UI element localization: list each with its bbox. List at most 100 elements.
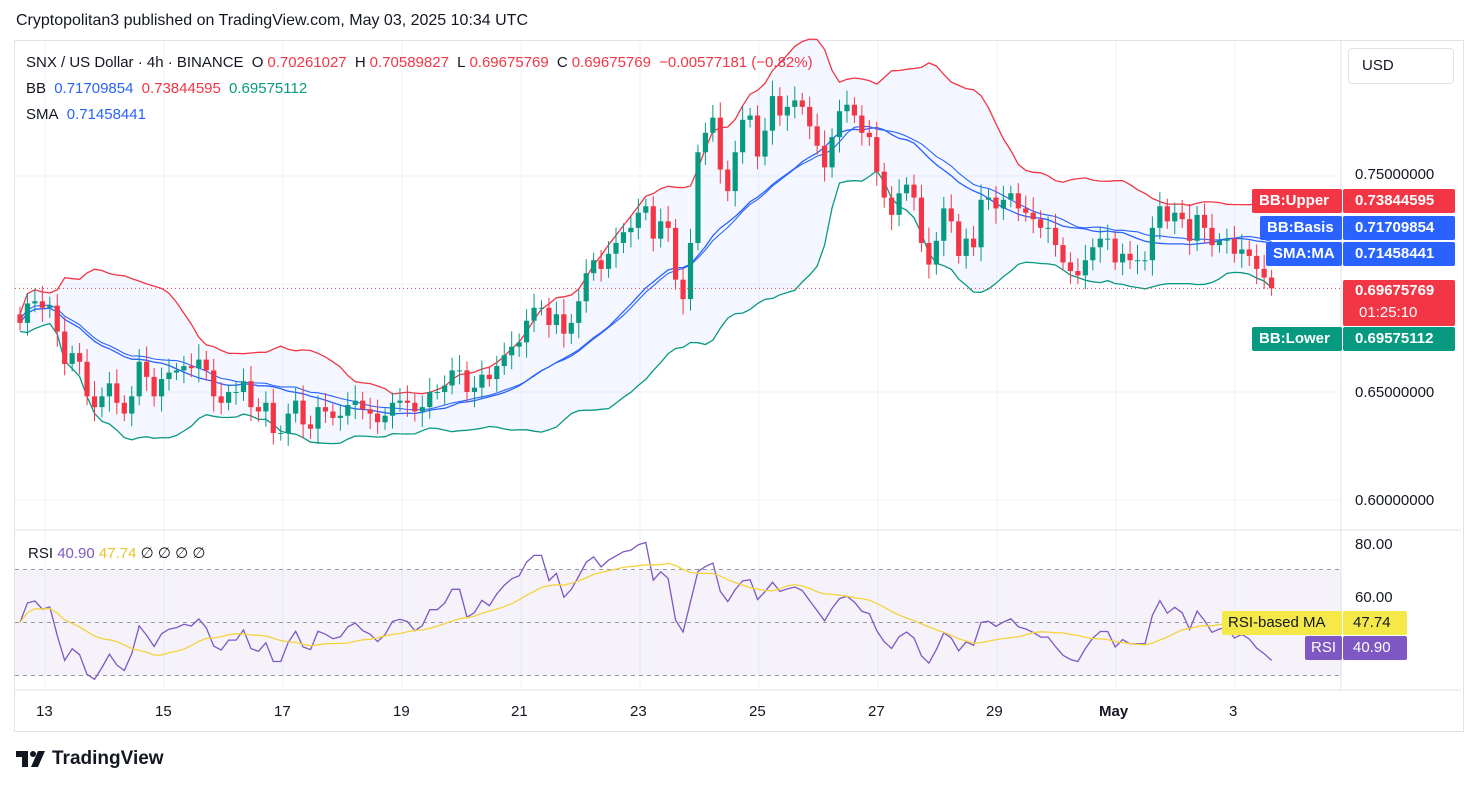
bb-upper-line [19,38,1272,395]
bb-basis-value: 0.71709854 [54,80,134,97]
candle-body [598,260,604,269]
candles [15,80,1341,446]
candle-body [620,232,627,243]
candle-body [471,387,478,392]
candle-body [479,374,485,388]
tradingview-logo[interactable]: TradingView [16,748,164,770]
time-tick-label: May [1099,703,1129,720]
rsi-label: RSI [28,545,54,562]
candle-body [352,400,358,405]
candle-body [106,383,112,397]
candle-body [494,366,500,380]
candle-body [732,152,738,192]
candle-body [240,381,247,392]
candle-body [1149,227,1155,261]
candle-body [747,115,753,120]
candle-body [881,171,887,198]
currency-button[interactable]: USD [1348,48,1454,84]
candle-body [859,115,865,133]
candle-body [278,433,284,435]
candle-body [315,407,321,429]
price-tick-label: 0.60000000 [1355,492,1435,509]
candle-body [1045,227,1051,229]
candle-body [1201,214,1208,228]
publisher-line: Cryptopolitan3 published on TradingView.… [16,12,529,29]
candle-body [769,96,776,131]
rsi-line [19,541,1273,681]
chart-frame [14,40,1464,732]
candle-body [799,100,805,107]
candle-body [1000,199,1006,209]
candle-body [188,366,194,369]
candle-body [851,104,857,116]
candle-body [91,396,98,408]
candle-body [1067,262,1074,272]
bb-basis-tag: BB:Basis [1260,216,1342,240]
candle-body [553,314,559,326]
candle-body [948,208,954,222]
candle-body [516,342,522,347]
candle-body [941,208,947,241]
close-label: C [556,54,568,71]
bollinger-bands [19,38,1273,445]
time-tick-label: 27 [868,703,885,720]
change-value: −0.00577181 (−0.82%) [659,54,813,71]
candle-body [173,370,180,373]
candle-body [1254,255,1260,269]
open-value: 0.70261027 [267,54,347,71]
symbol-legend: SNX / US Dollar · 4h · BINANCE O 0.702610… [26,54,817,71]
candle-body [397,400,403,403]
candle-body [583,273,589,302]
candle-body [1246,249,1252,256]
candle-body [1090,247,1096,261]
candle-body [1231,238,1237,254]
candle-body [1216,240,1223,246]
candle-body [829,137,835,168]
candle-body [196,359,202,369]
sma-legend[interactable]: SMA 0.71458441 [26,106,150,123]
candle-body [687,242,694,300]
candle-body [896,193,902,215]
candle-body [1060,245,1066,263]
candle-body [345,404,351,416]
time-tick-label: 23 [630,703,647,720]
candle-body [874,137,880,172]
candle-body [69,353,75,364]
candle-body [665,221,671,228]
candle-body [531,307,537,321]
candle-body [1082,260,1088,276]
rsi-ma-tag-value: 47.74 [1343,611,1407,635]
candle-body [32,301,38,304]
candle-body [1142,260,1148,262]
candle-body [360,400,366,410]
candle-body [933,240,939,265]
candle-body [404,400,410,403]
rsi-tag: RSI [1305,636,1342,660]
rsi-ma-tag: RSI-based MA [1222,611,1342,635]
rsi-ma-line [19,562,1272,656]
rsi-band-fill [15,569,1341,676]
candle-body [509,346,515,356]
candle-body [1120,253,1126,263]
bb-legend[interactable]: BB 0.71709854 0.73844595 0.69575112 [26,80,311,97]
rsi-legend[interactable]: RSI 40.90 47.74 ∅ ∅ ∅ ∅ [28,544,205,562]
candle-body [226,392,232,403]
candle-body [47,305,53,308]
candle-body [1224,238,1230,241]
sma-line [19,125,1272,411]
candle-body [591,260,597,274]
candle-body [561,314,567,334]
candle-body [568,322,574,334]
candle-body [822,145,828,168]
candle-body [1164,206,1170,222]
candle-body [307,424,314,429]
candle-body [389,402,396,416]
candle-body [963,238,969,256]
candle-body [628,227,634,233]
candle-body [605,253,612,269]
candle-body [293,400,299,414]
time-tick-label: 13 [36,703,53,720]
candle-body [367,409,373,414]
candle-body [24,303,31,323]
